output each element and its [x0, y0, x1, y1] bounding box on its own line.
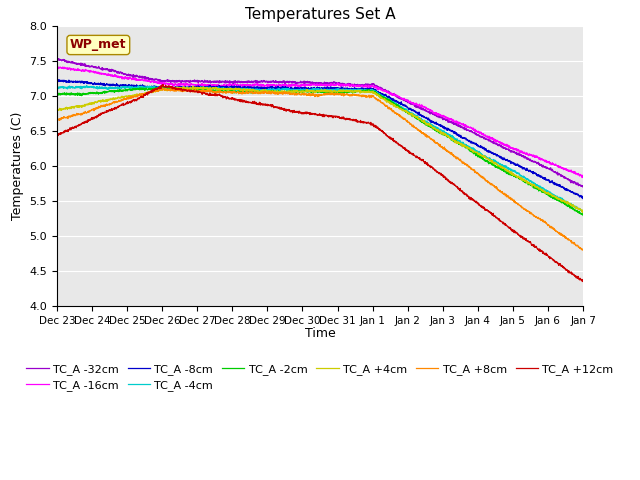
- TC_A -8cm: [533, 172, 541, 178]
- TC_A +8cm: [53, 117, 61, 123]
- TC_A -32cm: [579, 183, 587, 189]
- TC_A -8cm: [347, 86, 355, 92]
- TC_A +12cm: [579, 278, 587, 284]
- TC_A -4cm: [533, 182, 541, 188]
- TC_A -2cm: [159, 84, 166, 90]
- TC_A +4cm: [200, 86, 208, 92]
- TC_A +8cm: [473, 170, 481, 176]
- TC_A +8cm: [347, 92, 355, 98]
- TC_A -32cm: [579, 184, 587, 190]
- TC_A +8cm: [579, 247, 587, 253]
- TC_A +4cm: [53, 108, 61, 114]
- TC_A +12cm: [533, 245, 541, 251]
- X-axis label: Time: Time: [305, 327, 335, 340]
- TC_A +8cm: [200, 87, 208, 93]
- TC_A -8cm: [335, 86, 343, 92]
- TC_A -2cm: [347, 88, 355, 94]
- TC_A -4cm: [548, 192, 556, 197]
- TC_A -8cm: [54, 77, 62, 83]
- TC_A -2cm: [335, 90, 343, 96]
- TC_A -16cm: [579, 175, 586, 180]
- Line: TC_A +8cm: TC_A +8cm: [57, 88, 583, 250]
- TC_A -32cm: [548, 167, 556, 173]
- TC_A -2cm: [579, 213, 587, 218]
- Legend: TC_A -32cm, TC_A -16cm, TC_A -8cm, TC_A -4cm, TC_A -2cm, TC_A +4cm, TC_A +8cm, T: TC_A -32cm, TC_A -16cm, TC_A -8cm, TC_A …: [22, 359, 618, 396]
- TC_A -16cm: [473, 129, 481, 134]
- TC_A -4cm: [335, 87, 343, 93]
- TC_A +4cm: [335, 88, 343, 94]
- TC_A +12cm: [579, 279, 587, 285]
- TC_A +4cm: [533, 185, 541, 191]
- TC_A +4cm: [548, 192, 556, 198]
- TC_A -32cm: [473, 132, 481, 138]
- TC_A -32cm: [347, 82, 355, 87]
- TC_A +4cm: [189, 84, 196, 89]
- TC_A -2cm: [473, 151, 481, 156]
- TC_A -2cm: [200, 87, 208, 93]
- Line: TC_A -8cm: TC_A -8cm: [57, 80, 583, 199]
- TC_A -4cm: [579, 209, 587, 215]
- TC_A -8cm: [53, 78, 61, 84]
- TC_A -8cm: [200, 84, 208, 90]
- TC_A -16cm: [579, 172, 587, 178]
- TC_A -32cm: [55, 56, 63, 61]
- TC_A +8cm: [159, 85, 166, 91]
- TC_A +8cm: [533, 215, 541, 220]
- TC_A -4cm: [347, 86, 355, 92]
- TC_A +4cm: [579, 208, 587, 214]
- TC_A -2cm: [53, 92, 61, 97]
- TC_A -4cm: [53, 84, 61, 90]
- Title: Temperatures Set A: Temperatures Set A: [244, 7, 396, 22]
- TC_A -2cm: [548, 194, 556, 200]
- TC_A -16cm: [347, 83, 355, 88]
- TC_A -32cm: [200, 79, 208, 85]
- Line: TC_A +12cm: TC_A +12cm: [57, 84, 583, 282]
- TC_A -2cm: [533, 186, 541, 192]
- TC_A -16cm: [548, 161, 556, 167]
- TC_A -32cm: [335, 81, 343, 87]
- TC_A +12cm: [159, 82, 167, 87]
- TC_A +4cm: [579, 210, 587, 216]
- TC_A +12cm: [200, 90, 208, 96]
- TC_A +12cm: [53, 133, 61, 139]
- TC_A -16cm: [335, 83, 343, 88]
- TC_A +12cm: [548, 255, 556, 261]
- Y-axis label: Temperatures (C): Temperatures (C): [11, 112, 24, 220]
- Line: TC_A -2cm: TC_A -2cm: [57, 87, 583, 216]
- TC_A -32cm: [533, 160, 541, 166]
- TC_A -32cm: [53, 57, 61, 62]
- Text: WP_met: WP_met: [70, 38, 127, 51]
- TC_A -4cm: [83, 83, 90, 88]
- TC_A -16cm: [533, 154, 541, 159]
- TC_A -8cm: [548, 178, 556, 184]
- Line: TC_A -32cm: TC_A -32cm: [57, 59, 583, 187]
- Line: TC_A -16cm: TC_A -16cm: [57, 67, 583, 178]
- TC_A +4cm: [473, 150, 481, 156]
- TC_A -16cm: [200, 82, 208, 88]
- TC_A +8cm: [548, 225, 556, 230]
- Line: TC_A +4cm: TC_A +4cm: [57, 86, 583, 213]
- TC_A +12cm: [335, 114, 343, 120]
- TC_A +12cm: [473, 200, 481, 206]
- TC_A -4cm: [473, 148, 481, 154]
- Line: TC_A -4cm: TC_A -4cm: [57, 85, 583, 212]
- TC_A -8cm: [473, 143, 481, 148]
- TC_A +12cm: [347, 117, 355, 123]
- TC_A -16cm: [56, 64, 64, 70]
- TC_A -8cm: [579, 196, 587, 202]
- TC_A -4cm: [200, 85, 208, 91]
- TC_A +4cm: [347, 88, 355, 94]
- TC_A -16cm: [53, 66, 61, 72]
- TC_A +8cm: [335, 92, 343, 97]
